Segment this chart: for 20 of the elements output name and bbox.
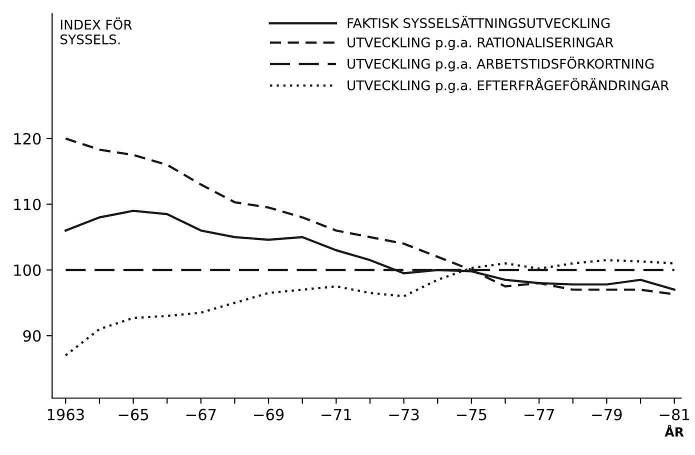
x-tick-label: −81 xyxy=(660,408,690,420)
x-tick-label: −73 xyxy=(389,408,419,420)
legend-label: UTVECKLING p.g.a. ARBETSTIDSFÖRKORTNING xyxy=(348,56,654,72)
x-tick-label: −71 xyxy=(322,409,351,420)
x-axis-title: ÅR xyxy=(664,424,684,436)
y-tick-label: 110 xyxy=(14,198,41,210)
x-tick-label: −67 xyxy=(186,408,216,420)
x-tick-label: −69 xyxy=(254,408,284,420)
legend-label: UTVECKLING p.g.a. EFTERFRÅGEFÖRÄNDRINGAR xyxy=(348,78,669,93)
y-tick-label: 90 xyxy=(23,330,41,342)
x-tick-label: −77 xyxy=(524,409,554,420)
y-tick-label: 120 xyxy=(14,132,41,145)
x-tick-label: −79 xyxy=(592,408,622,420)
y-axis-title: INDEX FÖR SYSSELS. xyxy=(60,17,132,44)
legend-label: UTVECKLING p.g.a. RATIONALISERINGAR xyxy=(348,37,614,50)
legend-label: FAKTISK SYSSELSÄTTNINGSUTVECKLING xyxy=(348,16,610,28)
y-tick-label: 100 xyxy=(14,264,41,276)
x-tick-label: −65 xyxy=(118,408,148,420)
x-tick-label: −75 xyxy=(456,409,486,420)
x-tick-label: 1963 xyxy=(48,408,84,420)
